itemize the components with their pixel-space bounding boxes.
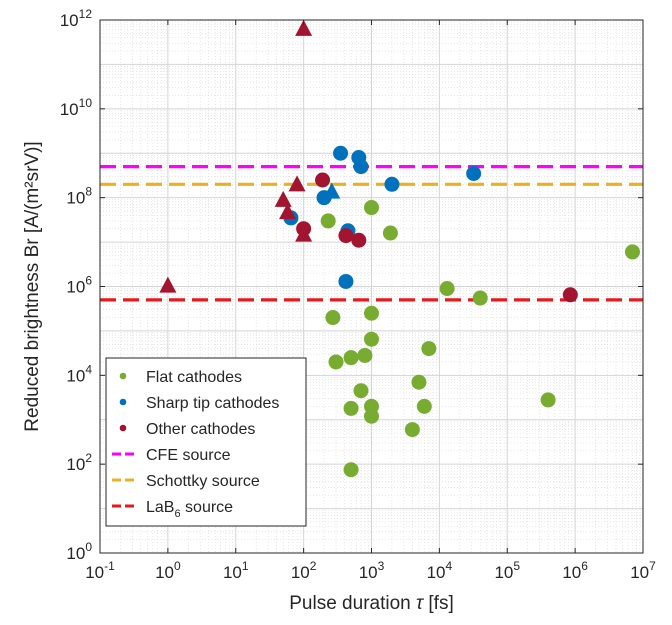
x-tick-label: 103	[359, 559, 385, 582]
y-tick-label: 102	[66, 451, 92, 474]
x-tick-label: 101	[223, 559, 249, 582]
x-tick-label: 105	[494, 559, 520, 582]
flat-cathodes-point	[325, 310, 341, 326]
x-tick-label: 106	[562, 559, 588, 582]
sharp-tip-cathodes-point	[384, 176, 400, 192]
flat-cathodes-point	[472, 290, 488, 306]
x-axis-label-unit: [fs]	[423, 593, 454, 614]
flat-cathodes-point	[343, 462, 359, 478]
legend-label: Schottky source	[146, 473, 260, 490]
legend-marker	[119, 398, 127, 406]
flat-cathodes-point	[364, 200, 379, 216]
sharp-tip-cathodes-point	[338, 273, 354, 289]
flat-cathodes-point	[624, 244, 640, 260]
y-axis-label: Reduced brightness Br [A/(m²srV)]	[22, 141, 43, 431]
y-tick-label: 108	[66, 185, 92, 208]
sharp-tip-cathodes-point	[323, 182, 341, 199]
flat-cathodes-point	[357, 347, 373, 363]
sharp-tip-cathodes-point	[333, 145, 349, 161]
legend-marker	[119, 424, 127, 432]
x-tick-label: 100	[155, 559, 181, 582]
x-axis-label-text: Pulse duration	[289, 593, 416, 614]
other-cathodes-point	[274, 190, 292, 207]
legend-label: LaB6 source	[146, 499, 233, 520]
axis-ticks: 10-1 100 101 102 103 104 105 106 107100102104106…	[60, 7, 656, 582]
flat-cathodes-point	[421, 341, 437, 357]
flat-cathodes-point	[404, 422, 420, 438]
flat-cathodes-point	[540, 392, 556, 408]
flat-cathodes-point	[364, 408, 379, 424]
x-tick-label: 102	[291, 559, 317, 582]
other-cathodes-point	[288, 175, 306, 192]
flat-cathodes-point	[364, 331, 379, 347]
reference-lines	[100, 165, 643, 302]
x-tick-label: 107	[630, 559, 656, 582]
x-axis-label: Pulse duration τ [fs]	[289, 593, 453, 614]
sharp-tip-cathodes-point	[353, 159, 369, 175]
x-axis-label-symbol: τ	[416, 593, 425, 614]
flat-cathodes-point	[353, 383, 369, 399]
legend-label: Flat cathodes	[146, 369, 242, 386]
x-tick-label: 10-1	[85, 559, 115, 582]
flat-cathodes-point	[382, 225, 398, 241]
flat-cathodes-point	[364, 305, 379, 321]
data-points	[159, 19, 640, 478]
y-tick-label: 106	[66, 274, 92, 297]
flat-cathodes-point	[416, 398, 432, 414]
other-cathodes-point	[562, 287, 578, 303]
other-cathodes-point	[295, 225, 313, 242]
x-tick-label: 104	[427, 559, 453, 582]
other-cathodes-point	[315, 172, 331, 188]
legend-box	[105, 357, 307, 527]
y-tick-label: 1010	[60, 96, 93, 119]
legend-label: Sharp tip cathodes	[146, 395, 279, 412]
legend-label: CFE source	[146, 447, 231, 464]
legend: Flat cathodes Sharp tip cathodes Other cat…	[105, 357, 307, 527]
flat-cathodes-point	[320, 213, 336, 229]
y-tick-label: 104	[66, 362, 92, 385]
flat-cathodes-point	[411, 374, 427, 390]
flat-cathodes-point	[343, 350, 359, 366]
legend-label: Other cathodes	[146, 421, 255, 438]
flat-cathodes-point	[343, 400, 359, 416]
flat-cathodes-point	[439, 281, 455, 297]
other-cathodes-point	[338, 228, 354, 244]
other-cathodes-point	[295, 19, 313, 36]
y-tick-label: 1012	[60, 7, 93, 30]
other-cathodes-point	[279, 203, 297, 220]
legend-marker	[119, 372, 127, 380]
y-tick-label: 100	[66, 540, 92, 563]
flat-cathodes-point	[328, 354, 344, 370]
other-cathodes-point	[159, 276, 177, 293]
other-cathodes-point	[351, 232, 367, 248]
sharp-tip-cathodes-point	[466, 166, 482, 182]
